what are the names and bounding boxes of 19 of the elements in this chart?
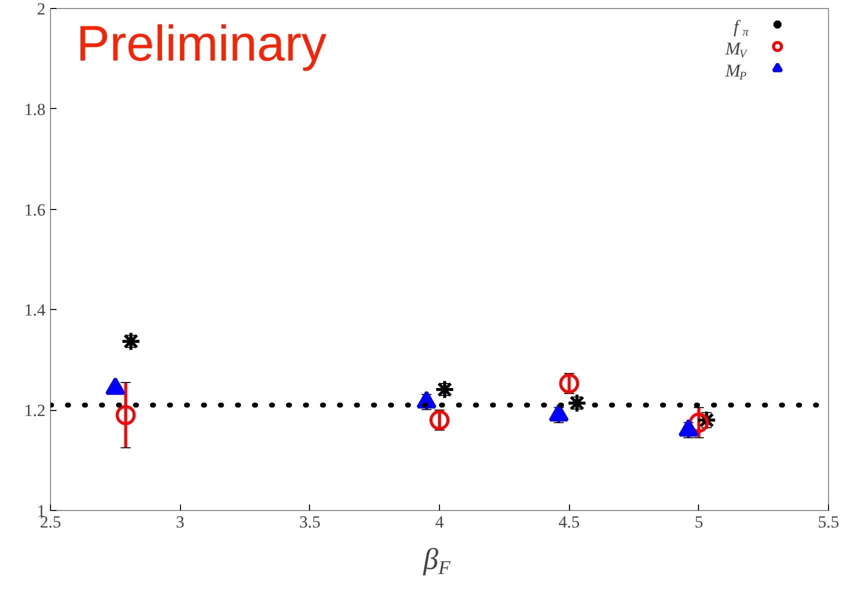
point	[559, 374, 580, 394]
y-tick-label: 1.2	[24, 401, 46, 420]
point	[430, 410, 450, 430]
y-tick-label: 1.4	[24, 300, 46, 320]
x-tick-label: 5	[694, 512, 704, 532]
x-tick-label: 5.5	[818, 512, 840, 532]
point	[120, 331, 141, 352]
x-tick-label: 4.5	[558, 512, 580, 532]
point	[434, 380, 455, 400]
point	[116, 405, 136, 426]
y-tick-label: 1.6	[24, 200, 46, 220]
x-tick-label: 3.5	[299, 512, 320, 532]
point	[566, 393, 587, 414]
x-tick-label: 3	[176, 512, 184, 532]
annotation: Preliminary	[76, 16, 326, 72]
y-tick-label: 1.8	[24, 100, 46, 119]
x-tick-label: 4	[435, 512, 444, 532]
legend-label: fπ	[734, 16, 750, 38]
y-tick-label: 2	[37, 0, 46, 18]
